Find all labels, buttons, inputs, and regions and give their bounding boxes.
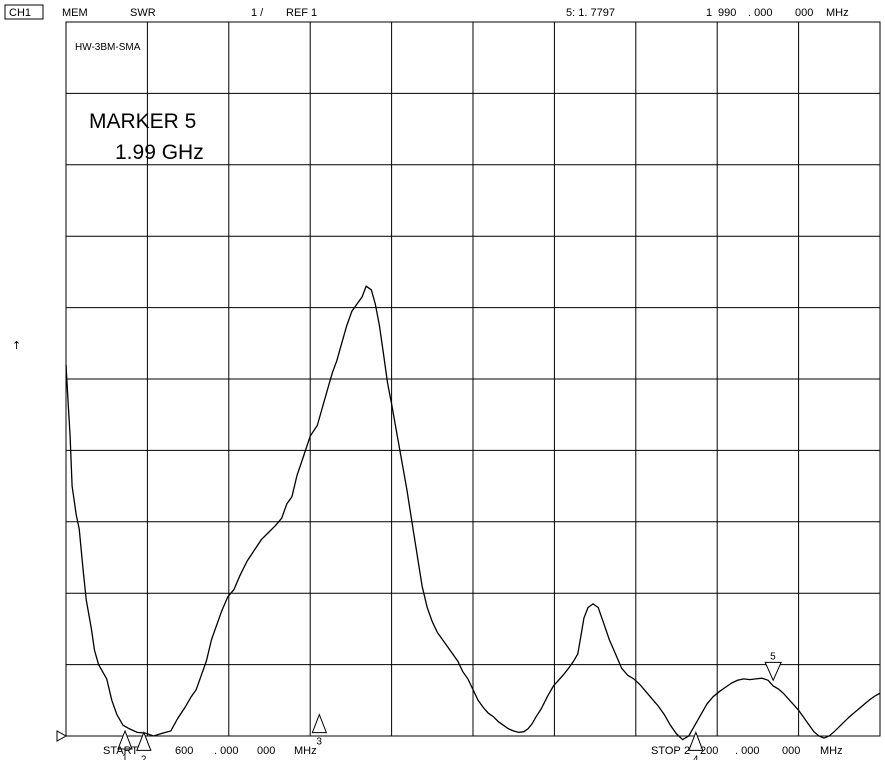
marker-readout: 5: 1. 7797 (566, 7, 615, 19)
marker-5-label: 5 (770, 651, 776, 662)
plot-frame (65, 21, 881, 737)
reference-arrow-icon: ↑ (12, 339, 21, 352)
stop-freq-hz: 000 (782, 745, 800, 757)
channel-label: CH1 (9, 7, 31, 19)
stop-freq-mhz: 200 (700, 745, 718, 757)
start-freq-mhz: 600 (175, 745, 193, 757)
marker-title: MARKER 5 (89, 110, 196, 133)
marker-group: 1 2 3 4 5 (117, 651, 782, 760)
marker-freq-mhz: 990 (718, 7, 736, 19)
stop-freq-ghz: 2 (684, 745, 690, 757)
marker-4-triangle (688, 731, 704, 751)
marker-freq-khz: . 000 (748, 7, 772, 19)
graticule (66, 22, 880, 736)
mem-label: MEM (62, 7, 88, 19)
marker-2-triangle (136, 731, 152, 751)
marker-3-triangle (311, 713, 328, 734)
start-freq-hz: 000 (257, 745, 275, 757)
marker-5-triangle (764, 661, 782, 682)
marker-3-label: 3 (316, 737, 322, 748)
start-label: START (103, 745, 138, 757)
reference-line-icon (56, 730, 68, 742)
start-freq-khz: . 000 (214, 745, 238, 757)
mode-label: SWR (130, 7, 156, 19)
channel-box (4, 4, 44, 20)
marker-freq-ghz: 1 (706, 7, 712, 19)
marker-freq-unit: MHz (826, 7, 849, 19)
stop-freq-khz: . 000 (735, 745, 759, 757)
marker-4-label: 4 (693, 754, 699, 760)
marker-2-label: 2 (141, 754, 147, 760)
marker-value: 1.99 GHz (115, 141, 204, 164)
start-freq-unit: MHz (294, 745, 317, 757)
ref-label: REF 1 (286, 7, 317, 19)
device-label: HW-3BM-SMA (75, 42, 141, 53)
stop-freq-unit: MHz (820, 745, 843, 757)
stop-label: STOP (651, 745, 681, 757)
marker-1-label: 1 (122, 753, 128, 760)
scale-label: 1 / (251, 7, 264, 19)
marker-1-triangle (117, 729, 133, 750)
swr-trace (65, 285, 881, 741)
marker-freq-hz: 000 (795, 7, 813, 19)
